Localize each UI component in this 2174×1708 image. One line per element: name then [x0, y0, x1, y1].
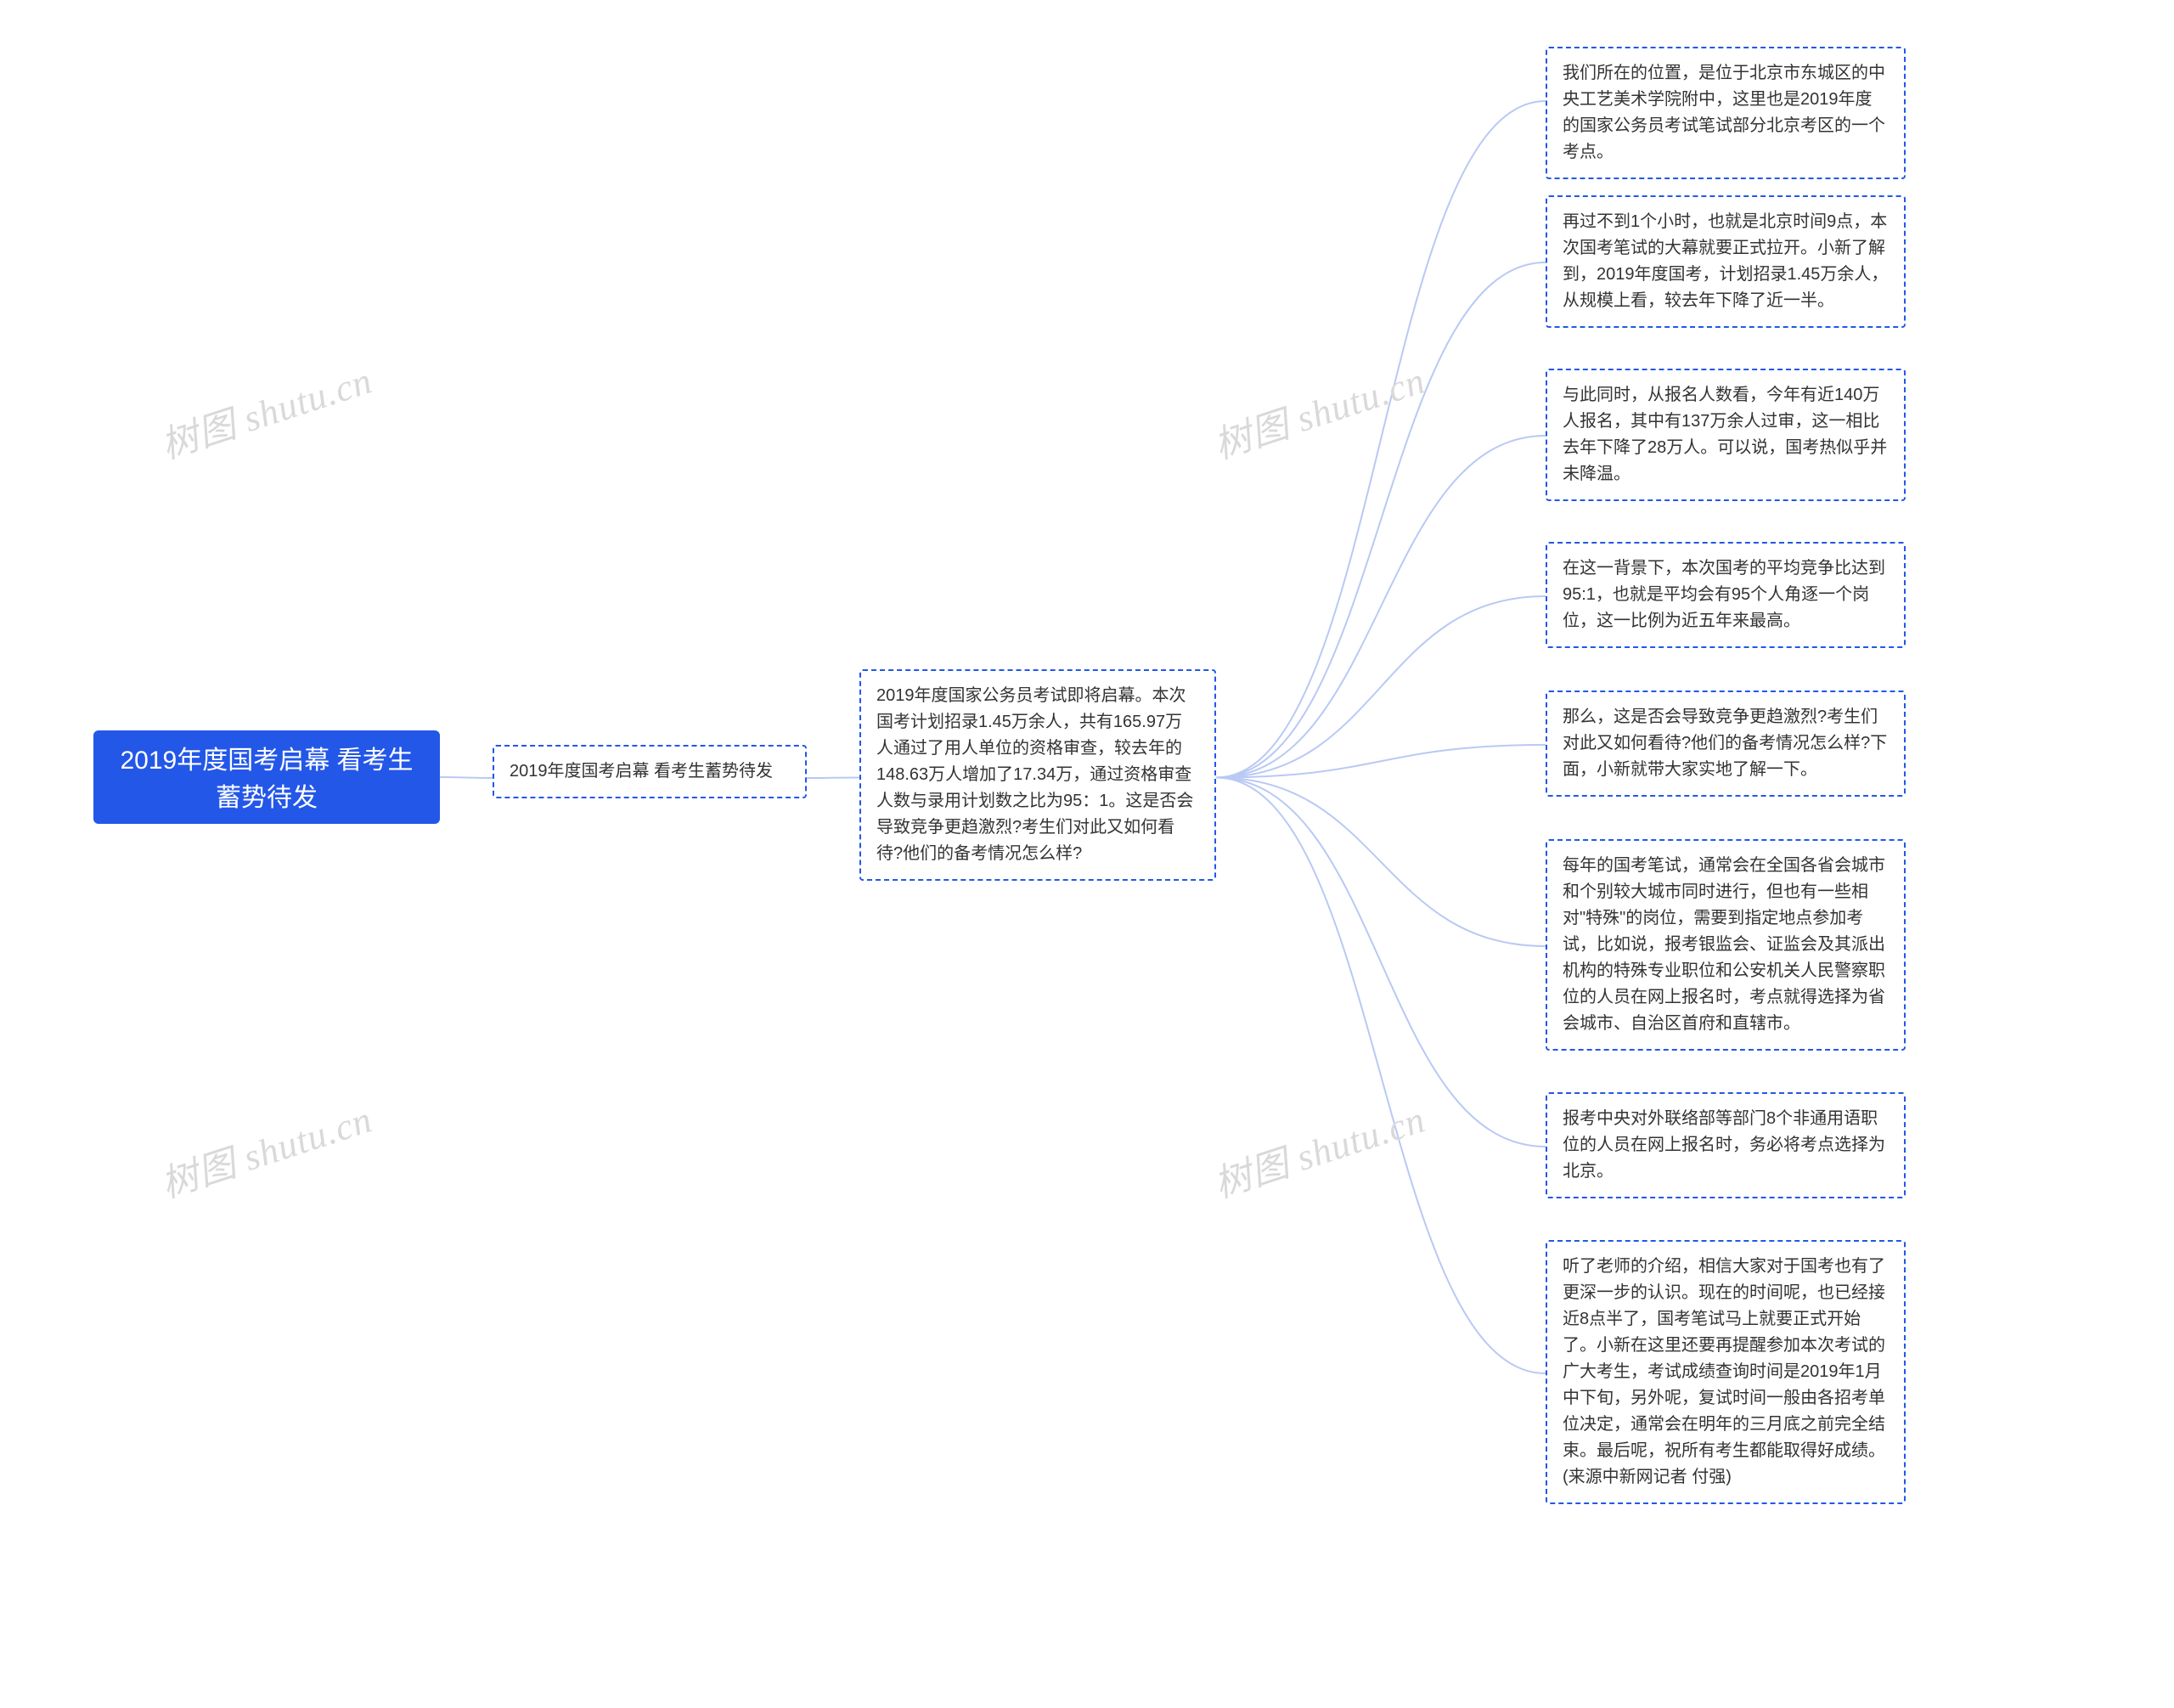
leaf-node: 我们所在的位置，是位于北京市东城区的中央工艺美术学院附中，这里也是2019年度的… [1546, 47, 1906, 179]
watermark: 树图 shutu.cn [153, 350, 378, 470]
leaf-node: 与此同时，从报名人数看，今年有近140万人报名，其中有137万余人过审，这一相比… [1546, 369, 1906, 501]
leaf-node: 再过不到1个小时，也就是北京时间9点，本次国考笔试的大幕就要正式拉开。小新了解到… [1546, 195, 1906, 328]
leaf-node: 每年的国考笔试，通常会在全国各省会城市和个别较大城市同时进行，但也有一些相对"特… [1546, 839, 1906, 1051]
leaf-node: 报考中央对外联络部等部门8个非通用语职位的人员在网上报名时，务必将考点选择为北京… [1546, 1092, 1906, 1198]
leaf-node: 听了老师的介绍，相信大家对于国考也有了更深一步的认识。现在的时间呢，也已经接近8… [1546, 1240, 1906, 1504]
leaf-node: 那么，这是否会导致竞争更趋激烈?考生们对此又如何看待?他们的备考情况怎么样?下面… [1546, 691, 1906, 797]
watermark: 树图 shutu.cn [1206, 1089, 1431, 1209]
level2-node: 2019年度国家公务员考试即将启幕。本次国考计划招录1.45万余人，共有165.… [859, 669, 1216, 881]
level1-node: 2019年度国考启幕 看考生蓄势待发 [493, 745, 807, 798]
root-node: 2019年度国考启幕 看考生蓄势待发 [93, 730, 440, 824]
watermark: 树图 shutu.cn [153, 1089, 378, 1209]
leaf-node: 在这一背景下，本次国考的平均竞争比达到95:1，也就是平均会有95个人角逐一个岗… [1546, 542, 1906, 648]
watermark: 树图 shutu.cn [1206, 350, 1431, 470]
